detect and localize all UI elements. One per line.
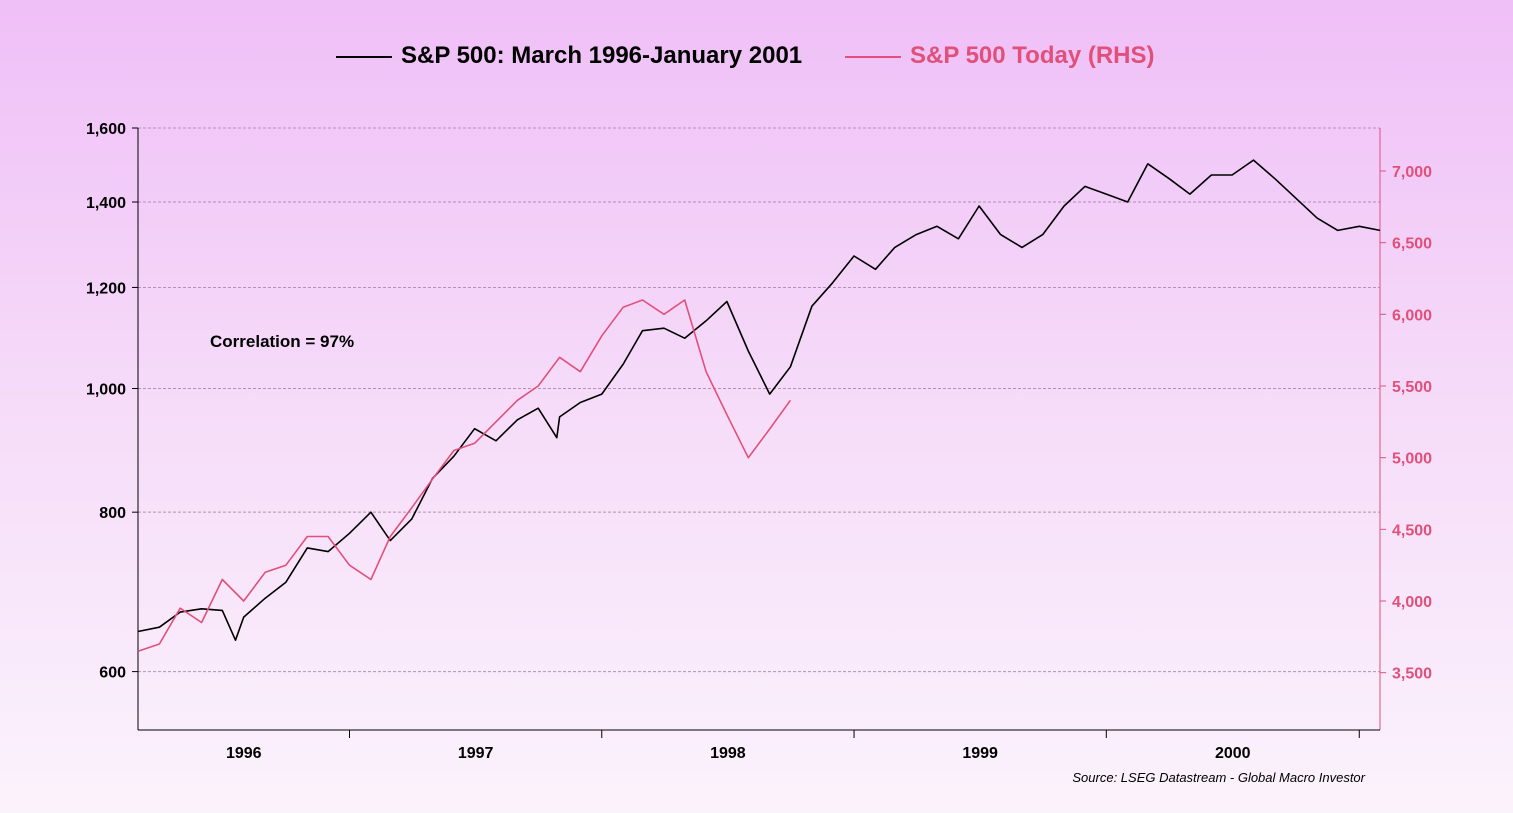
left-tick-label-1000: 1,000	[86, 381, 126, 398]
x-tick-label-1998: 1998	[710, 745, 746, 762]
x-tick-label-1996: 1996	[226, 745, 262, 762]
right-tick-label-4000: 4,000	[1392, 594, 1432, 611]
left-tick-label-1400: 1,400	[86, 195, 126, 212]
x-tick-label-1999: 1999	[962, 745, 998, 762]
right-tick-label-3500: 3,500	[1392, 666, 1432, 683]
right-tick-label-6500: 6,500	[1392, 236, 1432, 253]
series-layer	[137, 159, 1381, 652]
right-tick-label-4500: 4,500	[1392, 522, 1432, 539]
left-tick-label-600: 600	[99, 665, 126, 682]
left-tick-label-800: 800	[99, 505, 126, 522]
legend: S&P 500: March 1996-January 2001 S&P 500…	[336, 42, 1155, 69]
source-note: Source: LSEG Datastream - Global Macro I…	[1072, 770, 1365, 785]
right-tick-label-6000: 6,000	[1392, 307, 1432, 324]
right-tick-label-7000: 7,000	[1392, 164, 1432, 181]
series-sp500-1996-2001-line	[137, 159, 1381, 642]
left-tick-label-1600: 1,600	[86, 121, 126, 138]
legend-label-black: S&P 500: March 1996-January 2001	[401, 42, 802, 69]
right-tick-label-5000: 5,000	[1392, 451, 1432, 468]
right-tick-label-5500: 5,500	[1392, 379, 1432, 396]
correlation-annotation: Correlation = 97%	[210, 332, 354, 351]
axes: 600 800 1,000 1,200 1,400 1,600 3,500 4,000 4,50…	[86, 121, 1432, 762]
x-tick-label-2000: 2000	[1215, 745, 1251, 762]
gridlines	[138, 127, 1380, 673]
x-tick-label-1997: 1997	[458, 745, 494, 762]
legend-label-pink: S&P 500 Today (RHS)	[910, 42, 1155, 69]
left-tick-label-1200: 1,200	[86, 280, 126, 297]
series-sp500-today-line	[137, 299, 792, 652]
